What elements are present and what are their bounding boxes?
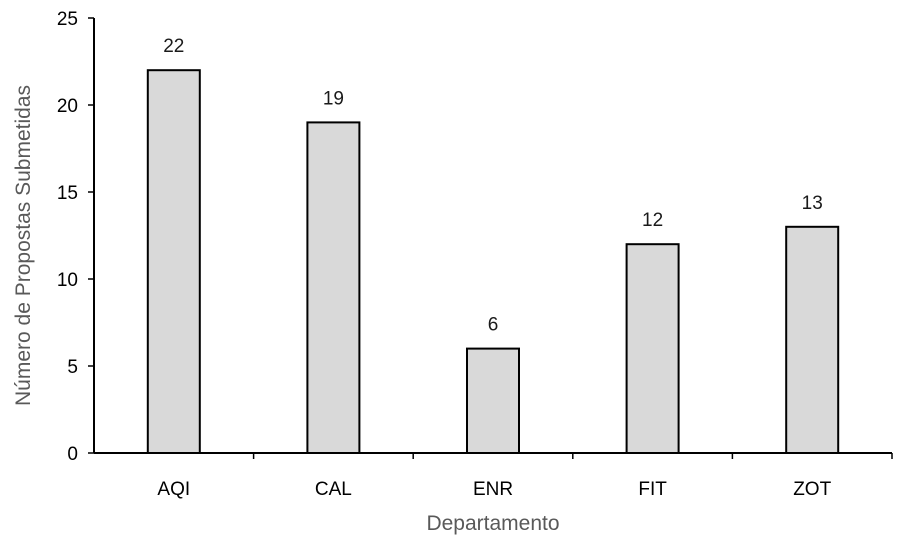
- x-axis-title: Departamento: [426, 512, 559, 535]
- x-tick-label-cal: CAL: [315, 479, 352, 500]
- x-tick-label-zot: ZOT: [793, 479, 831, 500]
- y-tick-label: 5: [67, 357, 78, 378]
- data-label-zot: 13: [802, 193, 823, 214]
- data-label-cal: 19: [323, 88, 344, 109]
- data-label-enr: 6: [488, 315, 499, 336]
- x-tick-labels: AQI CAL ENR FIT ZOT: [157, 479, 831, 500]
- x-tick-label-enr: ENR: [473, 479, 513, 500]
- x-tick-label-fit: FIT: [638, 479, 667, 500]
- bar-fit: [625, 243, 680, 454]
- bar-zot: [785, 225, 840, 454]
- data-label-aqi: 22: [163, 36, 184, 57]
- y-tick-label: 0: [67, 444, 78, 465]
- y-tick-labels: 0 5 10 15 20 25: [57, 9, 78, 465]
- y-tick-label: 20: [57, 96, 78, 117]
- bar-aqi: [146, 69, 201, 454]
- bars: [146, 69, 840, 455]
- y-axis-title: Número de Propostas Submetidas: [12, 85, 35, 406]
- y-tick-label: 15: [57, 183, 78, 204]
- data-labels: 22 19 6 12 13: [163, 36, 823, 335]
- y-tick-label: 10: [57, 270, 78, 291]
- x-tick-label-aqi: AQI: [157, 479, 190, 500]
- bar-cal: [306, 121, 361, 455]
- bar-enr: [466, 347, 520, 455]
- data-label-fit: 12: [642, 210, 663, 231]
- y-tick-label: 25: [57, 9, 78, 30]
